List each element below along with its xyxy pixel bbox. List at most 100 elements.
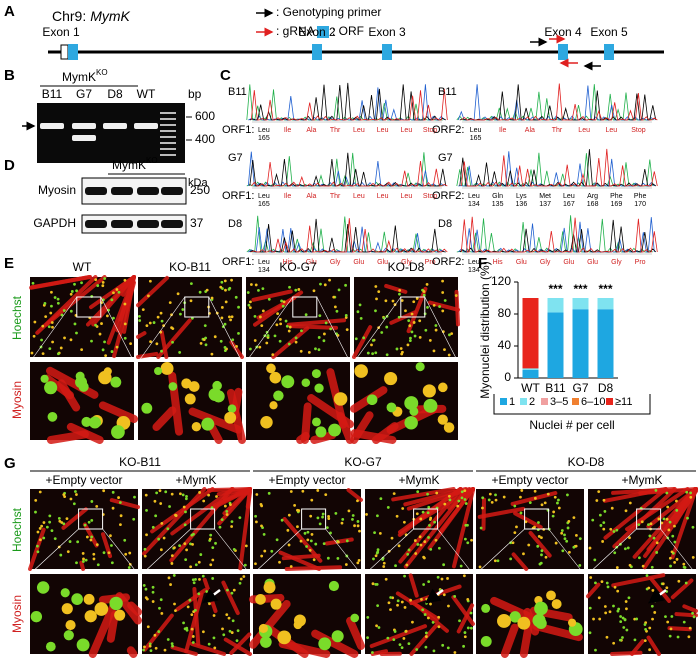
nucleus: [51, 325, 54, 329]
nucleus: [665, 517, 669, 521]
zoom-box: [76, 296, 102, 318]
nucleus: [83, 593, 95, 605]
nucleus: [669, 627, 673, 631]
nucleus: [236, 629, 240, 633]
nucleus: [336, 540, 340, 544]
nucleus: [259, 503, 263, 506]
nucleus: [281, 375, 295, 389]
nucleus: [194, 577, 197, 581]
nucleus: [335, 309, 339, 313]
nucleus: [422, 290, 426, 293]
nucleus: [300, 329, 303, 333]
myotube: [682, 604, 698, 614]
nucleus: [453, 651, 457, 654]
panel-letter: A: [4, 3, 15, 20]
myotube: [346, 488, 363, 502]
nucleus: [356, 520, 360, 523]
nucleus: [560, 529, 564, 532]
nucleus: [210, 352, 214, 356]
nucleus: [408, 324, 412, 328]
nucleus: [148, 642, 152, 646]
myotube: [152, 406, 177, 432]
nucleus: [207, 642, 211, 646]
stain-label: Myosin: [10, 595, 24, 633]
myotube: [528, 530, 552, 558]
marker-label: 400: [195, 132, 215, 146]
chromatogram-trace: [247, 151, 445, 187]
nucleus: [154, 514, 158, 518]
nucleus: [519, 495, 522, 499]
bar-segment: [522, 370, 539, 378]
myotube: [29, 275, 92, 290]
nucleus: [382, 561, 386, 565]
nucleus: [193, 608, 197, 612]
nucleus: [198, 578, 201, 581]
nucleus: [212, 614, 216, 617]
nucleus: [276, 312, 280, 316]
x-tick-label: B11: [545, 381, 566, 395]
myotube: [346, 616, 365, 650]
group-sup: KO: [146, 156, 158, 165]
panel-letter: E: [4, 255, 14, 272]
nucleus: [463, 631, 467, 634]
nucleus: [56, 297, 60, 301]
zoom-box: [636, 508, 662, 530]
nucleus: [393, 630, 397, 633]
nucleus: [651, 589, 655, 592]
nucleus: [266, 334, 270, 337]
nucleus: [36, 550, 40, 554]
nucleus: [163, 648, 167, 652]
myotube: [170, 487, 235, 536]
nucleus: [123, 336, 127, 340]
blot-band: [111, 220, 133, 228]
zoom-line: [364, 528, 414, 575]
nucleus: [433, 520, 437, 524]
nucleus: [169, 583, 172, 586]
nucleus: [278, 339, 282, 343]
nucleus: [148, 279, 152, 283]
myotube: [646, 635, 661, 656]
band: [103, 123, 127, 129]
nucleus: [443, 348, 446, 352]
nucleus: [384, 371, 398, 386]
nucleus: [509, 557, 513, 561]
nucleus: [421, 510, 425, 514]
x-tick-label: WT: [521, 381, 540, 395]
nucleus: [602, 527, 606, 531]
nucleus: [227, 616, 231, 620]
nucleus: [249, 300, 252, 304]
zoom-line: [208, 296, 243, 363]
panel-letter: F: [478, 255, 487, 272]
nucleus: [432, 303, 436, 307]
nucleus: [286, 528, 290, 532]
nucleus: [668, 556, 672, 560]
nucleus: [301, 489, 305, 493]
orf-label: ORF2:: [432, 124, 464, 136]
nucleus: [273, 334, 277, 338]
exon: [558, 44, 568, 60]
nucleus: [30, 610, 43, 623]
nucleus: [191, 422, 202, 432]
nucleus: [145, 508, 148, 512]
nucleus: [488, 492, 492, 496]
nucleus: [413, 539, 417, 542]
nucleus: [400, 299, 404, 302]
nucleus: [75, 289, 78, 293]
nucleus: [398, 288, 402, 292]
myotube: [106, 610, 119, 643]
nucleus: [65, 517, 69, 520]
nucleus: [190, 627, 194, 631]
nucleus: [83, 523, 87, 527]
nucleus: [312, 558, 316, 562]
myotube: [221, 580, 240, 616]
nucleus: [53, 296, 57, 299]
nucleus: [184, 510, 187, 514]
micrograph: [246, 277, 350, 359]
nucleus: [613, 551, 617, 555]
nucleus: [40, 374, 49, 383]
nucleus: [447, 604, 450, 608]
group-label: MymKKO: [62, 68, 108, 84]
nucleus: [673, 540, 677, 544]
myotube: [66, 422, 104, 444]
nucleus: [63, 630, 74, 641]
